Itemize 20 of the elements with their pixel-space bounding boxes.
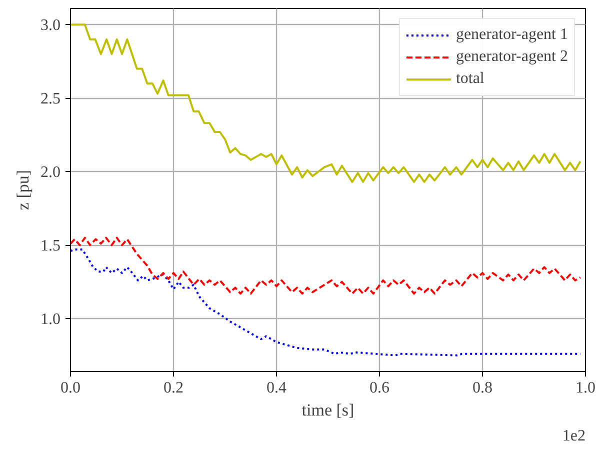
line-series	[70, 248, 582, 356]
x-tick-label: 0.6	[370, 380, 390, 396]
y-tick-label: 3.0	[40, 17, 60, 34]
y-axis-title: z [pu]	[14, 170, 32, 210]
x-tick-label: 0.4	[266, 380, 286, 396]
x-axis-title: time [s]	[302, 400, 354, 420]
legend-label: generator-agent 1	[456, 26, 568, 44]
x-tick-label: 1.0	[576, 380, 596, 396]
line-series	[70, 24, 582, 183]
x-tick-label: 0.8	[472, 380, 492, 396]
text: 1e2	[562, 428, 586, 444]
y-tick-label: 2.0	[40, 164, 60, 182]
legend-label: total	[456, 70, 484, 88]
line-series	[70, 236, 582, 295]
y-tick-label: 1.5	[40, 238, 60, 255]
x-tick-label: 0.0	[60, 380, 80, 396]
y-tick-label: 2.5	[40, 90, 60, 108]
legend-label: generator-agent 2	[456, 48, 568, 66]
y-tick-label: 1.0	[40, 311, 60, 328]
x-tick-label: 0.2	[164, 380, 184, 396]
